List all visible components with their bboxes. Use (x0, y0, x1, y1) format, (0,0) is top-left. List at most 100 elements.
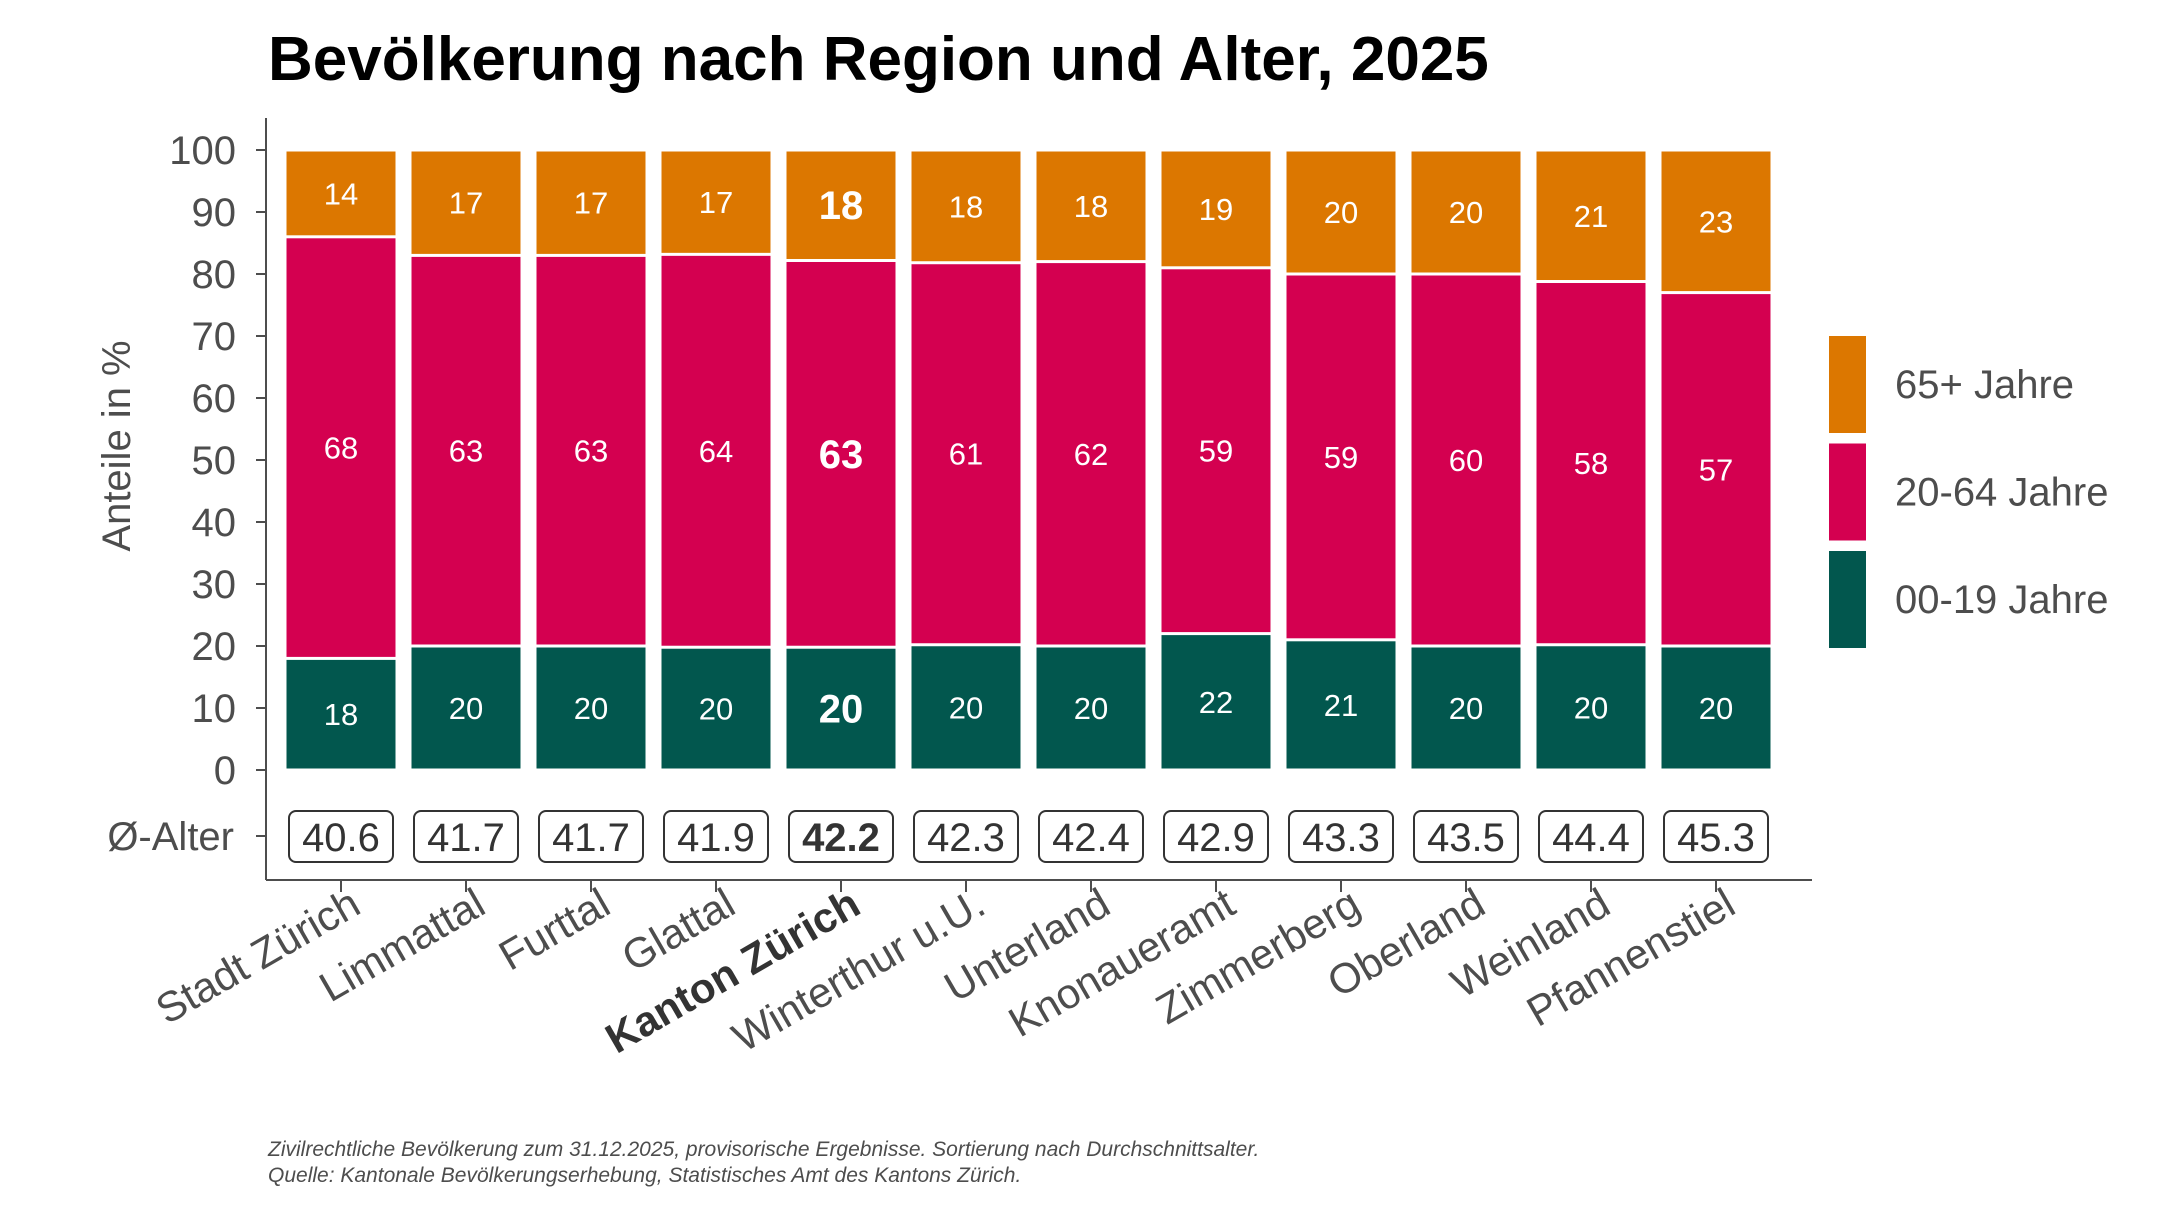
y-tick-label: 100 (169, 129, 236, 173)
y-axis-label: Anteile in % (95, 340, 139, 551)
avg-age-value: 42.3 (927, 816, 1005, 860)
bar-segment (286, 151, 396, 236)
x-tick-label: Furttal (491, 879, 618, 979)
avg-age-box (288, 810, 394, 863)
legend-swatch (1829, 336, 1866, 433)
bar-segment (1661, 294, 1771, 645)
bar-segment (786, 648, 896, 769)
avg-age-value: 44.4 (1552, 816, 1630, 860)
avg-age-box (1288, 810, 1394, 863)
data-label: 18 (324, 697, 358, 732)
bar-segment (1536, 151, 1646, 281)
avg-age-box (913, 810, 1019, 863)
data-label: 59 (1199, 434, 1233, 469)
bar-segment (411, 256, 521, 645)
avg-age-value: 41.7 (427, 816, 505, 860)
bar-segment (1036, 263, 1146, 645)
bar-segment (1036, 647, 1146, 769)
bar-segment (286, 659, 396, 769)
data-label: 20 (699, 692, 733, 727)
bar-segment (1536, 646, 1646, 769)
data-label: 19 (1199, 192, 1233, 227)
bar-segment (911, 264, 1021, 644)
legend-label: 20-64 Jahre (1895, 471, 2108, 515)
data-label: 59 (1324, 440, 1358, 475)
y-tick-label: 90 (192, 191, 237, 235)
avg-age-box (663, 810, 769, 863)
avg-age-value: 42.2 (802, 816, 880, 860)
bar-segment (786, 151, 896, 259)
data-label: 60 (1449, 443, 1483, 478)
data-label: 20 (1449, 195, 1483, 230)
legend-swatch (1829, 551, 1866, 648)
y-tick-label: 70 (192, 315, 237, 359)
data-label: 22 (1199, 685, 1233, 720)
chart-title: Bevölkerung nach Region und Alter, 2025 (268, 25, 1489, 94)
data-label: 17 (449, 186, 483, 221)
y-tick-label: 60 (192, 377, 237, 421)
bar-segment (1286, 151, 1396, 273)
data-label: 61 (949, 437, 983, 472)
data-label: 58 (1574, 446, 1608, 481)
data-label: 20 (1449, 691, 1483, 726)
data-label: 23 (1699, 204, 1733, 239)
avg-age-label: Ø-Alter (107, 815, 234, 859)
avg-age-box (1163, 810, 1269, 863)
bar-segment (536, 256, 646, 645)
footnote-1: Zivilrechtliche Bevölkerung zum 31.12.20… (267, 1138, 1259, 1161)
avg-age-value: 45.3 (1677, 816, 1755, 860)
legend-label: 65+ Jahre (1895, 363, 2074, 407)
data-label: 62 (1074, 437, 1108, 472)
data-label: 20 (1074, 691, 1108, 726)
data-label: 20 (449, 691, 483, 726)
avg-age-value: 40.6 (302, 816, 380, 860)
data-label: 64 (699, 434, 733, 469)
bar-segment (1661, 647, 1771, 769)
bar-segment (911, 646, 1021, 769)
legend-swatch (1829, 443, 1866, 541)
bar-segment (1286, 275, 1396, 639)
bar-segment (661, 648, 771, 769)
data-label: 20 (1699, 691, 1733, 726)
avg-age-value: 43.5 (1427, 816, 1505, 860)
y-tick-label: 20 (192, 625, 237, 669)
avg-age-box (1538, 810, 1644, 863)
bar-segment (1286, 641, 1396, 769)
bar-segment (536, 647, 646, 769)
y-tick-label: 0 (214, 749, 236, 793)
data-label: 18 (949, 189, 983, 224)
avg-age-value: 43.3 (1302, 816, 1380, 860)
bar-segment (1161, 151, 1271, 267)
y-tick-label: 40 (192, 501, 237, 545)
y-tick-label: 10 (192, 687, 237, 731)
avg-age-box (1038, 810, 1144, 863)
avg-age-box (1413, 810, 1519, 863)
bar-segment (1036, 151, 1146, 261)
bar-segment (786, 261, 896, 646)
bar-segment (1536, 283, 1646, 644)
bar-segment (661, 255, 771, 646)
data-label: 18 (819, 184, 864, 228)
bar-segment (1411, 647, 1521, 769)
data-label: 18 (1074, 189, 1108, 224)
data-label: 20 (819, 688, 864, 732)
data-label: 17 (574, 186, 608, 221)
bar-segment (411, 151, 521, 254)
data-label: 68 (324, 431, 358, 466)
data-label: 63 (574, 434, 608, 469)
bar-segment (1411, 151, 1521, 273)
avg-age-value: 41.7 (552, 816, 630, 860)
data-label: 20 (1574, 690, 1608, 725)
bar-segment (661, 151, 771, 253)
avg-age-box (1663, 810, 1769, 863)
footnote-2: Quelle: Kantonale Bevölkerungserhebung, … (268, 1164, 1021, 1187)
bars: 18 68 14 40.6 20 63 17 41.7 20 63 17 41.7 20 64 17 41.9… (286, 151, 1771, 863)
data-label: 20 (949, 690, 983, 725)
bar-segment (536, 151, 646, 254)
data-label: 57 (1699, 452, 1733, 487)
data-label: 14 (324, 176, 358, 211)
data-label: 21 (1574, 199, 1608, 234)
data-label: 21 (1324, 688, 1358, 723)
y-tick-label: 30 (192, 563, 237, 607)
